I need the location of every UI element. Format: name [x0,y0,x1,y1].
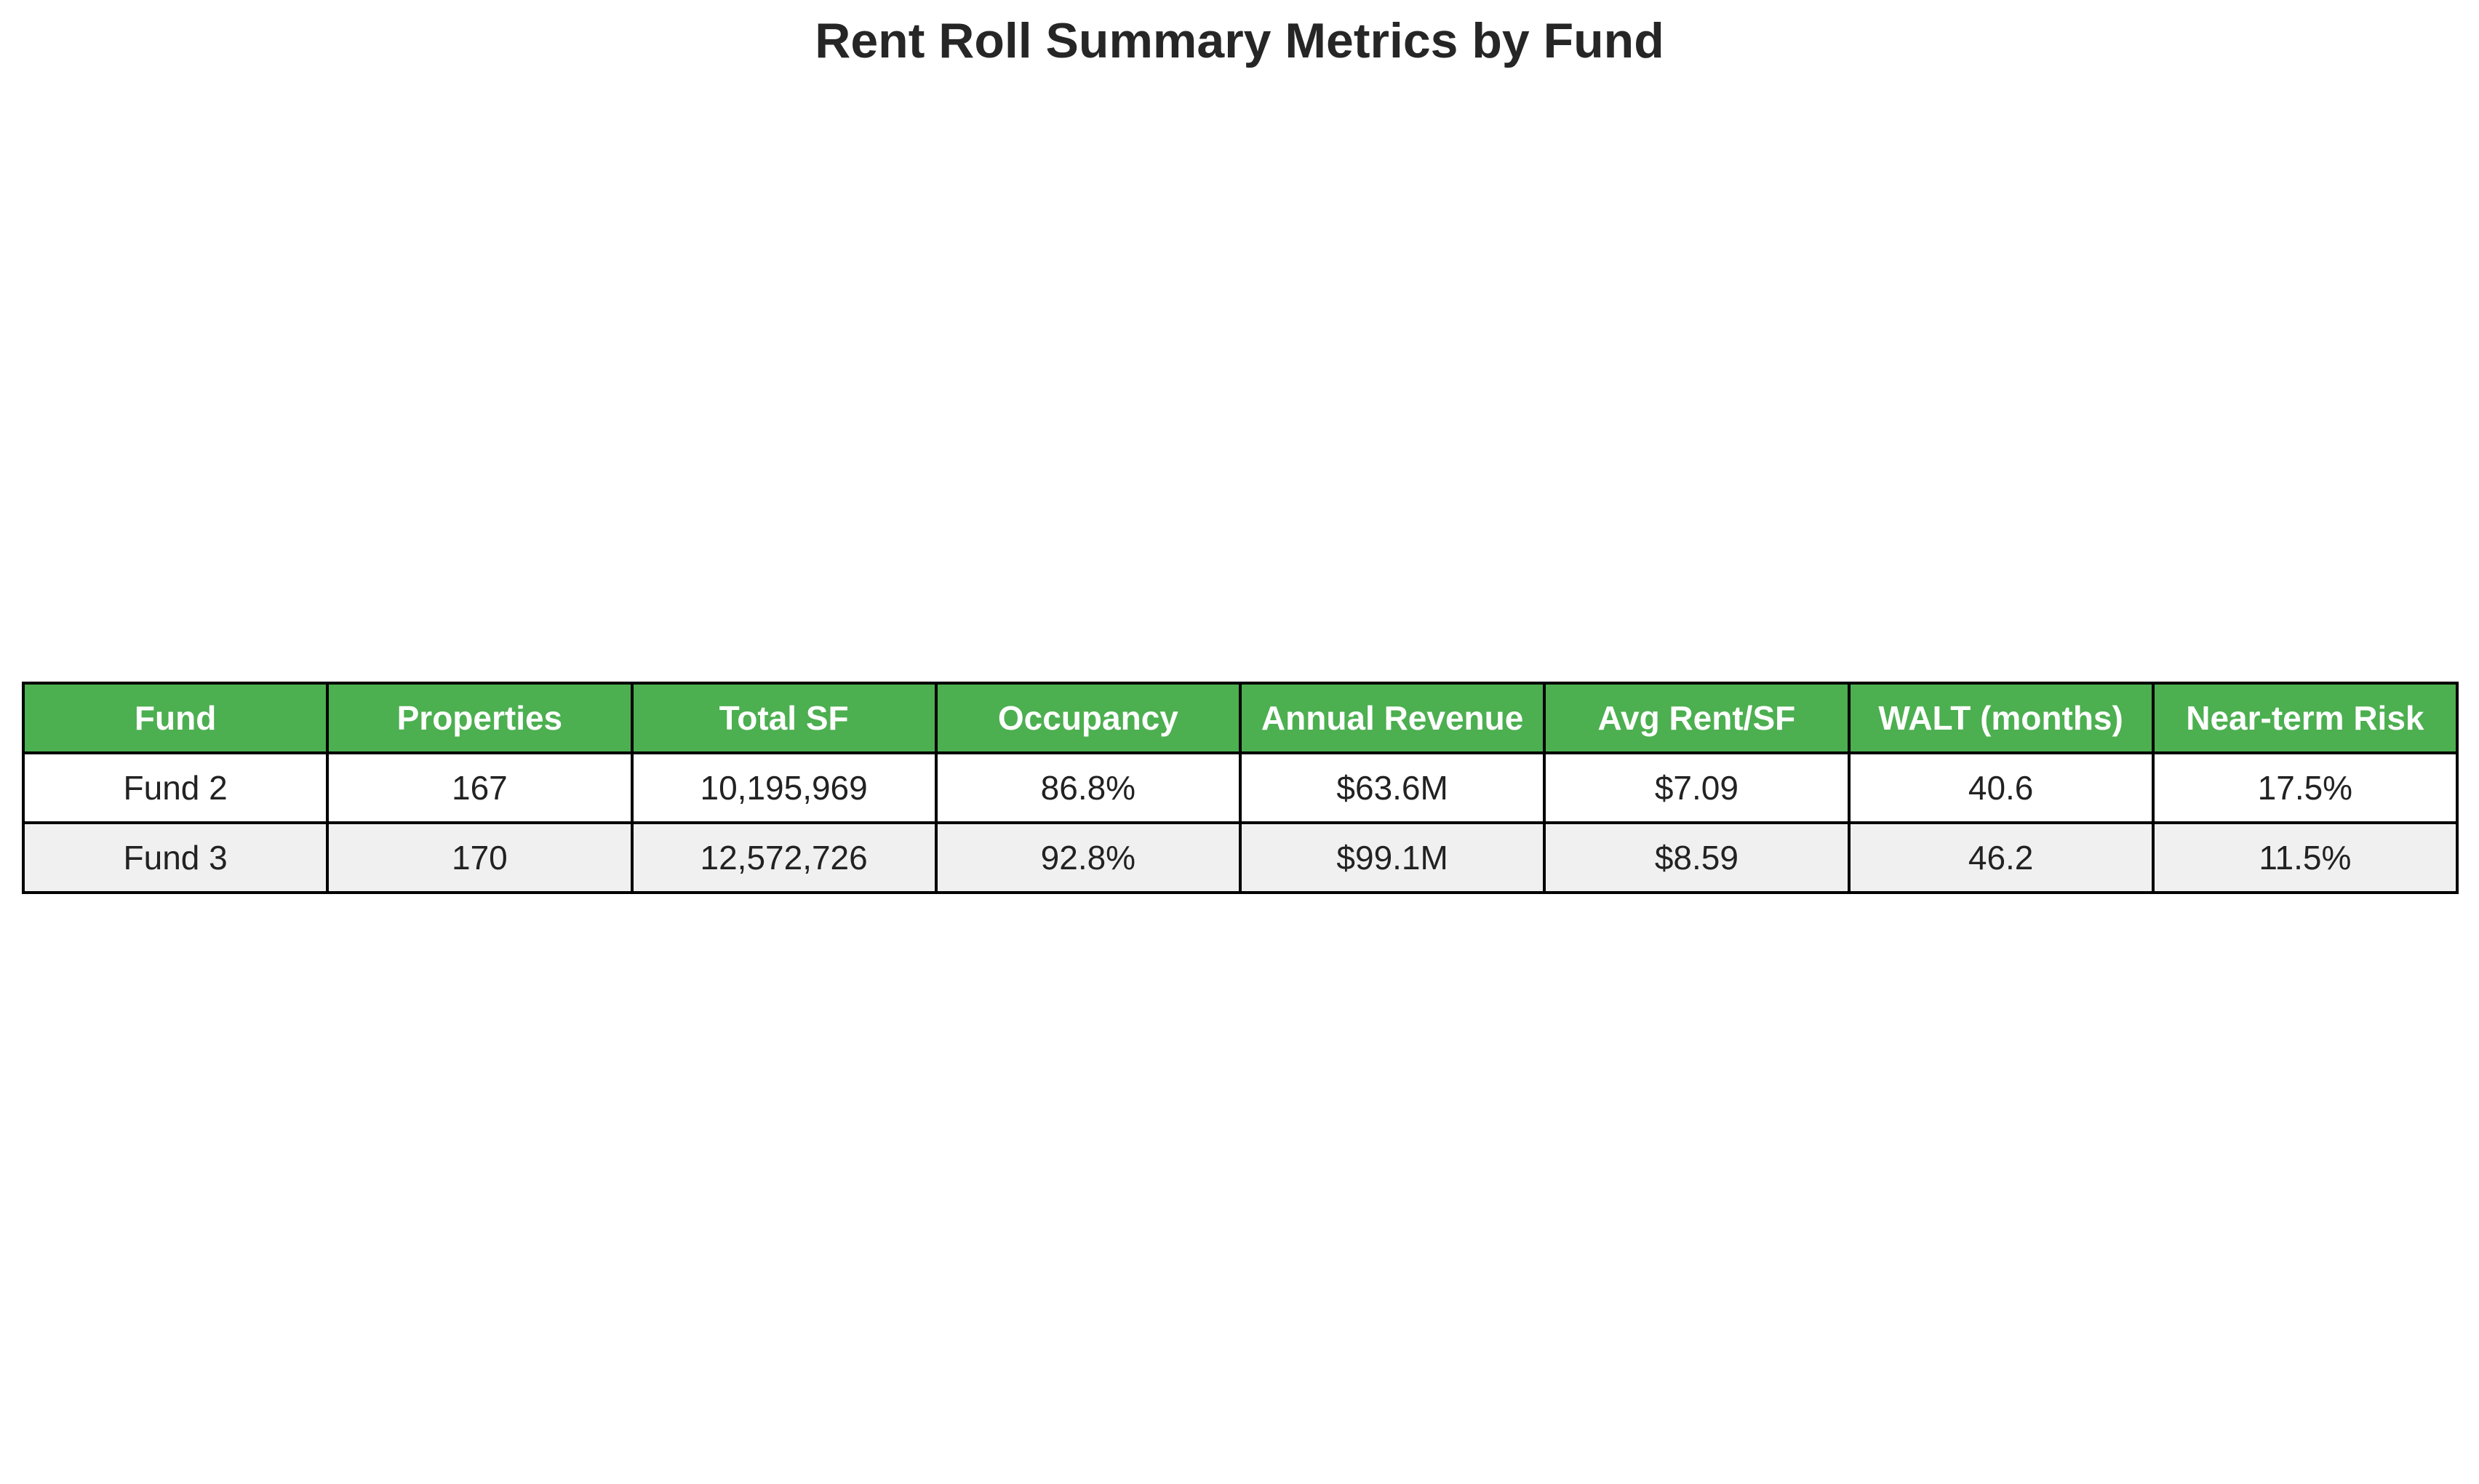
table-cell-near-term-risk: 11.5% [2151,821,2459,894]
table-cell-walt: 46.2 [1847,821,2155,894]
table-row: Fund 3 170 12,572,726 92.8% $99.1M $8.59… [21,821,2459,894]
table-cell-walt: 40.6 [1847,751,2155,824]
table-cell-occupancy: 92.8% [934,821,1242,894]
table-header-row: Fund Properties Total SF Occupancy Annua… [21,682,2459,754]
table-cell-properties: 167 [326,751,634,824]
chart-title: Rent Roll Summary Metrics by Fund [815,13,1664,68]
table-cell-total-sf: 10,195,969 [630,751,938,824]
table-cell-fund: Fund 3 [21,821,330,894]
table-cell-occupancy: 86.8% [934,751,1242,824]
table-cell-annual-revenue: $63.6M [1238,751,1546,824]
table-cell-properties: 170 [326,821,634,894]
column-header-annual-revenue: Annual Revenue [1238,682,1546,754]
table-cell-near-term-risk: 17.5% [2151,751,2459,824]
rent-roll-table: Fund Properties Total SF Occupancy Annua… [21,682,2459,894]
table-cell-avg-rent-sf: $7.09 [1543,751,1851,824]
table-cell-annual-revenue: $99.1M [1238,821,1546,894]
column-header-total-sf: Total SF [630,682,938,754]
column-header-near-term-risk: Near-term Risk [2151,682,2459,754]
table-cell-fund: Fund 2 [21,751,330,824]
column-header-avg-rent-sf: Avg Rent/SF [1543,682,1851,754]
column-header-properties: Properties [326,682,634,754]
column-header-fund: Fund [21,682,330,754]
table-cell-total-sf: 12,572,726 [630,821,938,894]
column-header-walt: WALT (months) [1847,682,2155,754]
column-header-occupancy: Occupancy [934,682,1242,754]
table-row: Fund 2 167 10,195,969 86.8% $63.6M $7.09… [21,751,2459,824]
table-cell-avg-rent-sf: $8.59 [1543,821,1851,894]
